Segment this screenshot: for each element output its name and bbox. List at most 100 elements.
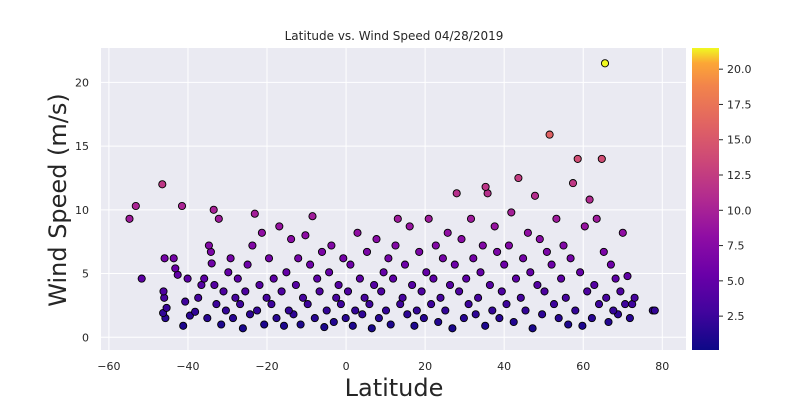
scatter-point <box>355 274 364 283</box>
scatter-point <box>585 195 594 204</box>
scatter-point <box>384 254 393 263</box>
colorbar-tick-label: 10.0 <box>727 204 752 217</box>
scatter-point <box>233 274 242 283</box>
scatter-point <box>310 314 319 323</box>
scatter-point <box>528 324 537 333</box>
scatter-point <box>535 235 544 244</box>
scatter-point <box>341 314 350 323</box>
scatter-point <box>322 306 331 315</box>
scatter-point <box>275 222 284 231</box>
scatter-point <box>303 300 312 309</box>
scatter-point <box>455 287 464 296</box>
scatter-point <box>296 320 305 329</box>
y-tick-label: 5 <box>82 268 89 281</box>
scatter-point <box>313 274 322 283</box>
scatter-point <box>590 280 599 290</box>
scatter-point <box>616 287 625 296</box>
scatter-point <box>464 300 473 309</box>
scatter-point <box>169 254 178 263</box>
scatter-point <box>580 222 589 231</box>
scatter-point <box>452 189 461 198</box>
scatter-point <box>200 274 209 283</box>
scatter-point <box>391 241 400 250</box>
scatter-point <box>514 173 523 183</box>
colorbar-tick-label: 2.5 <box>727 310 745 323</box>
scatter-point <box>257 228 266 237</box>
scatter-point <box>516 293 525 302</box>
scatter-point <box>438 254 447 263</box>
x-tick-label: 60 <box>576 360 590 373</box>
scatter-point <box>547 260 556 269</box>
scatter-point <box>327 241 336 250</box>
scatter-point <box>604 317 613 327</box>
scatter-point <box>554 314 563 323</box>
scatter-point <box>374 314 383 323</box>
colorbar-tick-label: 7.5 <box>727 240 745 253</box>
scatter-point <box>241 287 250 296</box>
scatter-point <box>504 241 513 250</box>
scatter-point <box>377 287 386 296</box>
scatter-point <box>434 317 443 327</box>
scatter-point <box>557 274 566 283</box>
scatter-point <box>386 320 395 329</box>
scatter-point <box>650 306 659 315</box>
scatter-point <box>379 268 388 277</box>
scatter-point <box>429 274 438 283</box>
scatter-point <box>287 235 296 244</box>
scatter-point <box>162 303 171 312</box>
x-axis-ticks: −60 −40 −20 0 20 40 60 80 <box>97 360 669 373</box>
scatter-point <box>566 254 575 263</box>
scatter-point <box>360 293 369 302</box>
scatter-point <box>137 274 146 283</box>
y-tick-label: 0 <box>82 331 89 344</box>
scatter-point <box>576 268 585 277</box>
scatter-point <box>583 287 592 296</box>
scatter-point <box>250 209 259 218</box>
scatter-point <box>587 314 596 323</box>
scatter-point <box>609 306 618 315</box>
scatter-point <box>238 324 247 333</box>
y-tick-label: 15 <box>75 140 89 153</box>
scatter-point <box>353 228 362 237</box>
scatter-point <box>381 306 391 315</box>
x-tick-label: −20 <box>255 360 278 373</box>
scatter-point <box>231 293 240 302</box>
scatter-point <box>177 201 187 211</box>
scatter-point <box>320 323 329 332</box>
scatter-point <box>212 300 221 309</box>
scatter-point <box>325 268 334 277</box>
y-axis-ticks: 0 5 10 15 20 <box>75 76 89 344</box>
scatter-point <box>526 268 535 277</box>
scatter-point <box>217 320 226 329</box>
scatter-point <box>405 222 414 231</box>
grid-lines <box>101 48 686 350</box>
scatter-point <box>573 154 582 163</box>
scatter-point <box>521 306 530 315</box>
scatter-point <box>545 130 554 139</box>
scatter-point <box>424 214 433 223</box>
scatter-point <box>485 280 494 290</box>
scatter-point <box>495 314 504 323</box>
x-tick-label: 40 <box>497 360 511 373</box>
scatter-point <box>469 254 478 263</box>
scatter-point <box>471 310 480 319</box>
data-points <box>125 59 659 333</box>
scatter-point <box>336 300 345 309</box>
scatter-point <box>339 254 348 263</box>
scatter-point <box>308 212 317 221</box>
scatter-point <box>226 254 235 263</box>
colorbar: 2.5 5.0 7.5 10.0 12.5 15.0 17.5 20.0 <box>692 48 752 350</box>
scatter-point <box>253 306 262 315</box>
scatter-point <box>219 287 228 296</box>
scatter-point <box>500 260 509 269</box>
scatter-point <box>561 293 570 302</box>
scatter-point <box>466 214 476 223</box>
scatter-point <box>490 222 499 231</box>
scatter-point <box>228 314 238 323</box>
scatter-point <box>410 321 419 330</box>
colorbar-tick-label: 12.5 <box>727 169 752 182</box>
colorbar-tick-label: 20.0 <box>727 63 752 76</box>
scatter-point <box>365 300 374 309</box>
scatter-point <box>493 247 502 256</box>
scatter-point <box>600 59 610 68</box>
